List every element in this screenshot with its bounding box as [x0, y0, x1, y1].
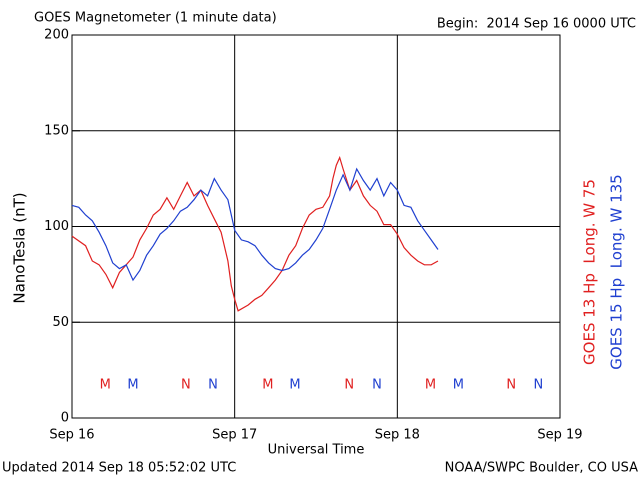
time-marker: N: [372, 378, 382, 393]
x-tick-label: Sep 16: [49, 428, 94, 443]
time-marker: N: [506, 378, 516, 393]
time-marker: M: [453, 378, 464, 393]
updated-label: Updated 2014 Sep 18 05:52:02 UTC: [2, 461, 236, 476]
y-tick-label: 150: [44, 123, 69, 138]
legend-entry: GOES 15 Hp Long. W 135: [608, 174, 626, 369]
begin-label: Begin: 2014 Sep 16 0000 UTC: [437, 17, 636, 32]
time-marker: N: [208, 378, 218, 393]
source-label: NOAA/SWPC Boulder, CO USA: [445, 461, 638, 476]
time-marker: M: [425, 378, 436, 393]
y-tick-label: 50: [52, 315, 69, 330]
time-marker: M: [100, 378, 111, 393]
x-tick-label: Sep 18: [375, 428, 420, 443]
y-axis-label: NanoTesla (nT): [11, 192, 29, 303]
x-axis-label: Universal Time: [268, 443, 365, 458]
time-marker: N: [533, 378, 543, 393]
time-marker: N: [344, 378, 354, 393]
time-marker: N: [181, 378, 191, 393]
series-line: [71, 155, 439, 312]
series-line: [71, 167, 439, 282]
time-marker: M: [262, 378, 273, 393]
x-tick-label: Sep 19: [537, 428, 582, 443]
time-marker: M: [289, 378, 300, 393]
y-tick-label: 100: [44, 219, 69, 234]
plot-frame: [71, 34, 561, 419]
x-tick-label: Sep 17: [212, 428, 257, 443]
y-tick-label: 0: [61, 411, 69, 426]
time-marker: M: [127, 378, 138, 393]
y-tick-label: 200: [44, 28, 69, 43]
chart-title: GOES Magnetometer (1 minute data): [34, 11, 277, 26]
legend-entry: GOES 13 Hp Long. W 75: [581, 179, 599, 365]
